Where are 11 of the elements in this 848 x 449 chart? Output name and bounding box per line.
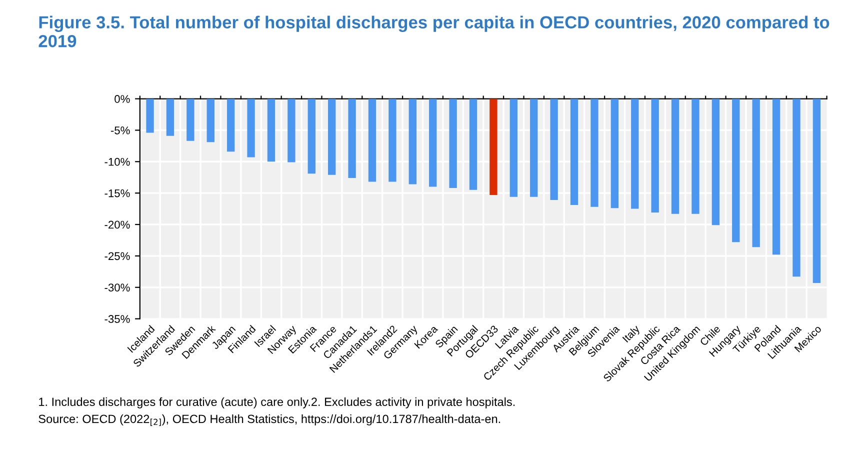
y-tick-label: -20% xyxy=(104,220,130,229)
source-note: Source: OECD (2022$_{[2]}$), OECD Health Statistics, https://doi.org/10.1787/health-data-en. xyxy=(38,414,500,426)
chart-title: Figure 3.5. Total number of hospital discharges per capita in OECD countries, 2020 compared to 2019 xyxy=(38,16,830,48)
y-tick-label: -10% xyxy=(104,158,130,166)
text: 1. Includes discharges for curative (acute) care only.2. Excludes activity in private hospitals. xyxy=(39,397,515,408)
y-tick-label: -25% xyxy=(104,252,130,260)
y-tick-label: -5% xyxy=(110,126,130,134)
y-tick-label: -35% xyxy=(104,315,130,323)
y-tick-label: 0% xyxy=(114,95,130,103)
y-tick-label: -15% xyxy=(104,189,130,198)
y-tick-label: -30% xyxy=(104,284,130,292)
